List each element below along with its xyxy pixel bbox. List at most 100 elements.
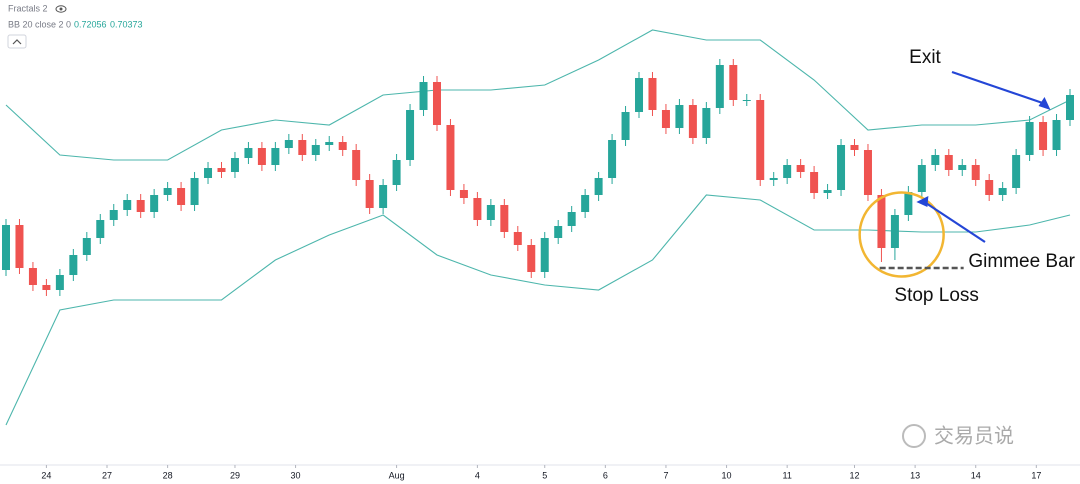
candle-body bbox=[756, 100, 765, 180]
candle-body bbox=[379, 185, 388, 208]
collapse-button[interactable] bbox=[7, 34, 27, 49]
candle-body bbox=[688, 105, 697, 138]
eye-icon[interactable] bbox=[55, 5, 67, 13]
candle-body bbox=[163, 188, 172, 195]
gimmee-arrow bbox=[923, 201, 986, 243]
annotations-layer: Stop Loss Gimmee Bar Exit 交易员说 bbox=[858, 47, 1076, 448]
candle-body bbox=[365, 180, 374, 208]
candle-body bbox=[486, 205, 495, 220]
highlight-circle bbox=[858, 191, 945, 278]
candle-body bbox=[244, 148, 253, 158]
candle-body bbox=[958, 165, 967, 170]
candle-body bbox=[1012, 155, 1021, 188]
candle-body bbox=[217, 168, 226, 172]
candle-body bbox=[904, 192, 913, 215]
x-tick-label: Aug bbox=[389, 470, 405, 480]
indicator-title: Fractals 2 bbox=[8, 3, 48, 13]
candle-body bbox=[1052, 120, 1061, 150]
candle-body bbox=[298, 140, 307, 155]
candle-body bbox=[190, 178, 199, 205]
candle-body bbox=[500, 205, 509, 232]
candle-body bbox=[985, 180, 994, 195]
x-tick-label: 10 bbox=[722, 470, 732, 480]
x-tick-label: 27 bbox=[102, 470, 112, 480]
x-tick-label: 11 bbox=[782, 470, 791, 480]
candle-body bbox=[769, 178, 778, 180]
x-tick-label: 17 bbox=[1031, 470, 1041, 480]
candle-body bbox=[338, 142, 347, 150]
candle-body bbox=[513, 232, 522, 245]
candle-body bbox=[446, 125, 455, 190]
candle-body bbox=[311, 145, 320, 155]
bb-value: 0.72056 bbox=[74, 19, 107, 29]
exit-arrow bbox=[951, 70, 1046, 106]
stop-loss-label: Stop Loss bbox=[894, 285, 979, 306]
exit-label: Exit bbox=[909, 47, 941, 68]
candle-body bbox=[150, 195, 159, 212]
candle-body bbox=[715, 65, 724, 108]
watermark-icon bbox=[902, 424, 926, 448]
candle-body bbox=[567, 212, 576, 226]
candle-body bbox=[729, 65, 738, 100]
candle-body bbox=[742, 100, 751, 101]
x-tick-label: 12 bbox=[849, 470, 859, 480]
candle-body bbox=[527, 245, 536, 272]
candle-body bbox=[540, 238, 549, 272]
bollinger-upper bbox=[5, 29, 1071, 161]
candle-body bbox=[1025, 122, 1034, 155]
candle-body bbox=[271, 148, 280, 165]
candle-body bbox=[473, 198, 482, 220]
candle-body bbox=[863, 150, 872, 195]
x-tick-label: 30 bbox=[291, 470, 301, 480]
candle-body bbox=[15, 225, 24, 268]
candle-body bbox=[837, 145, 846, 190]
candle-body bbox=[419, 82, 428, 110]
candle-body bbox=[136, 200, 145, 212]
candle-body bbox=[635, 78, 644, 112]
candle-body bbox=[257, 148, 266, 165]
candle-body bbox=[2, 225, 10, 270]
candle-body bbox=[96, 220, 105, 238]
candle-body bbox=[432, 82, 441, 125]
candle-body bbox=[648, 78, 657, 110]
candle-body bbox=[608, 140, 617, 178]
x-tick-label: 29 bbox=[230, 470, 240, 480]
candle-body bbox=[42, 285, 51, 290]
candle-body bbox=[69, 255, 78, 275]
candle-body bbox=[702, 108, 711, 138]
candle-body bbox=[55, 275, 64, 290]
candle-body bbox=[971, 165, 980, 180]
candle-body bbox=[877, 195, 886, 248]
candle-body bbox=[325, 142, 334, 145]
candle-body bbox=[675, 105, 684, 128]
candle-body bbox=[850, 145, 859, 150]
candle-body bbox=[1066, 95, 1074, 120]
candle-body bbox=[177, 188, 186, 205]
candle-body bbox=[352, 150, 361, 180]
candle-body bbox=[554, 226, 563, 238]
candle-body bbox=[1039, 122, 1048, 150]
candle-body bbox=[621, 112, 630, 140]
candle-body bbox=[392, 160, 401, 185]
candle-body bbox=[944, 155, 953, 170]
candle-body bbox=[82, 238, 91, 255]
x-tick-label: 4 bbox=[475, 470, 480, 480]
candle-body bbox=[931, 155, 940, 165]
candle-body bbox=[917, 165, 926, 192]
candle-body bbox=[406, 110, 415, 160]
x-tick-label: 6 bbox=[603, 470, 608, 480]
candle-body bbox=[230, 158, 239, 172]
candle-body bbox=[998, 188, 1007, 195]
x-tick-label: 13 bbox=[910, 470, 920, 480]
gimmee-label: Gimmee Bar bbox=[968, 251, 1075, 272]
candle-body bbox=[123, 200, 132, 210]
bollinger-lower bbox=[5, 194, 1071, 426]
candle-body bbox=[284, 140, 293, 148]
x-tick-label: 14 bbox=[971, 470, 981, 480]
candle-body bbox=[796, 165, 805, 172]
candle-body bbox=[28, 268, 37, 285]
bands-layer bbox=[5, 29, 1071, 426]
candle-body bbox=[783, 165, 792, 178]
